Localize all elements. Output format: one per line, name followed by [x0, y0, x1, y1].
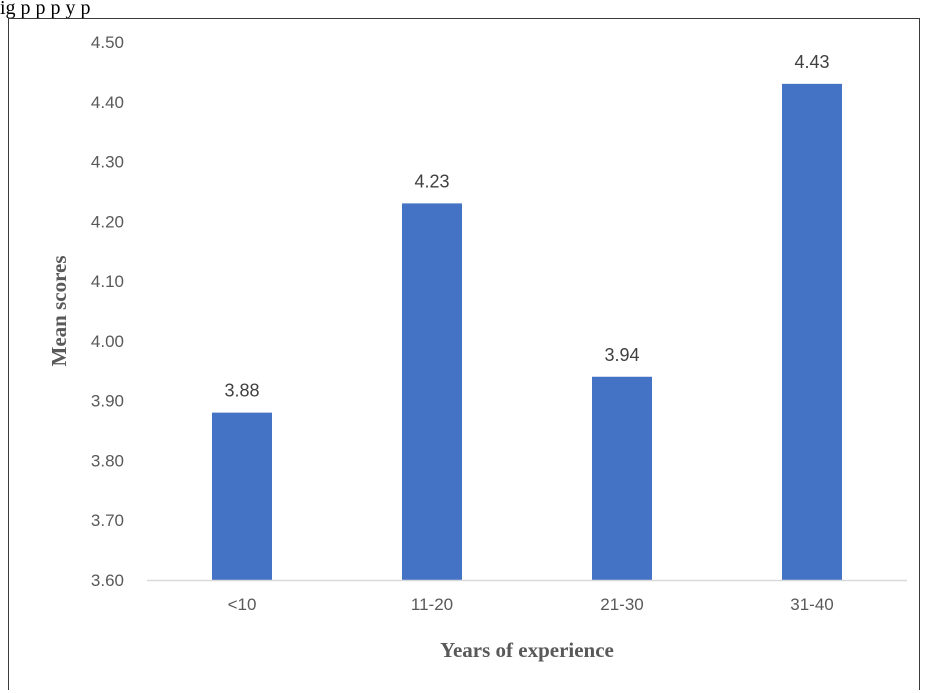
data-label-1: 3.88 [224, 381, 259, 401]
y-tick-label: 4.40 [91, 93, 124, 112]
y-axis-title: Mean scores [47, 256, 71, 367]
data-label-3: 3.94 [604, 345, 639, 365]
y-tick-label: 4.50 [91, 33, 124, 52]
y-tick-label: 4.20 [91, 212, 124, 231]
data-labels: 3.88 4.23 3.94 4.43 [224, 52, 829, 401]
x-tick-label-2: 11-20 [411, 595, 453, 614]
bar-3 [592, 376, 652, 580]
bar-1 [212, 412, 272, 580]
y-tick-label: 4.00 [91, 332, 124, 351]
x-tick-label-3: 21-30 [600, 595, 643, 614]
y-tick-label: 4.30 [91, 153, 124, 172]
y-axis-ticks: 3.60 3.70 3.80 3.90 4.00 4.10 4.20 4.30 4.40 4.50 [91, 33, 124, 590]
bar-4 [782, 83, 842, 580]
bar-2 [402, 203, 462, 580]
y-tick-label: 3.80 [91, 451, 124, 470]
x-tick-label-4: 31-40 [790, 595, 833, 614]
data-label-4: 4.43 [794, 52, 829, 72]
caption-fragment: ig p p p y p [0, 0, 91, 19]
y-tick-label: 4.10 [91, 272, 124, 291]
x-tick-label-1: <10 [228, 595, 257, 614]
y-tick-label: 3.90 [91, 392, 124, 411]
x-axis-title: Years of experience [440, 638, 614, 662]
x-axis-ticks: <10 11-20 21-30 31-40 [228, 595, 834, 614]
chart-frame [8, 18, 920, 690]
y-tick-label: 3.70 [91, 511, 124, 530]
y-tick-label: 3.60 [91, 571, 124, 590]
data-label-2: 4.23 [414, 171, 449, 191]
bars [212, 83, 842, 580]
